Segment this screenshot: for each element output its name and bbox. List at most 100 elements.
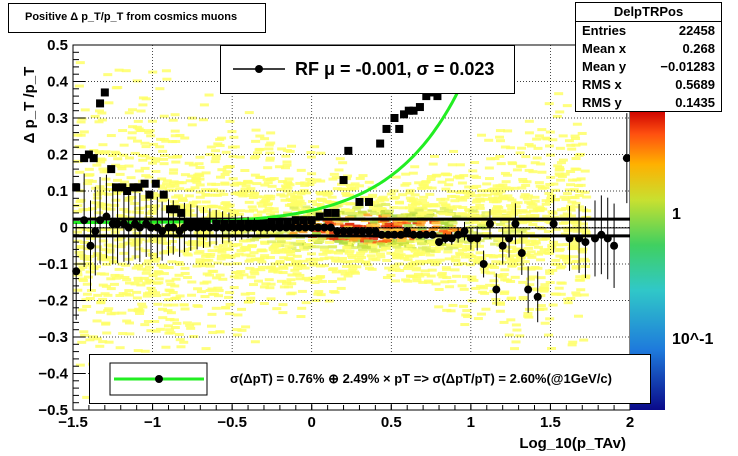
mean-point xyxy=(622,154,631,163)
mean-point xyxy=(415,230,424,239)
mean-point xyxy=(428,230,437,239)
axis-ticks xyxy=(72,44,631,411)
rms-point xyxy=(196,219,205,228)
stats-row-value: 0.268 xyxy=(682,41,715,56)
y-tick-label: 0.1 xyxy=(47,183,68,200)
stats-row: Mean x 0.268 xyxy=(576,40,721,58)
mean-point xyxy=(466,234,475,243)
rms-point xyxy=(283,218,292,227)
rms-point xyxy=(291,216,300,225)
rms-point xyxy=(400,110,409,119)
rms-point xyxy=(111,183,120,192)
rms-point xyxy=(315,212,324,221)
y-tick-label: −0.2 xyxy=(38,293,68,310)
stats-row-value: 0.1435 xyxy=(675,95,715,110)
mean-point xyxy=(505,234,514,243)
mean-point xyxy=(479,260,488,268)
mean-point xyxy=(485,219,494,228)
stats-row-value: 22458 xyxy=(678,23,715,38)
x-tick-label: −1.5 xyxy=(58,414,88,431)
mean-point xyxy=(498,241,507,250)
rms-point xyxy=(183,219,192,228)
rms-point xyxy=(331,208,340,217)
mean-point xyxy=(371,227,380,236)
stats-row: Mean y −0.01283 xyxy=(576,58,721,76)
stats-row-label: RMS x xyxy=(582,77,622,92)
mean-point xyxy=(294,223,303,232)
mean-point xyxy=(326,223,335,232)
rms-point xyxy=(339,176,348,185)
mean-point xyxy=(135,223,144,232)
stats-title: DelpTRPos xyxy=(576,3,721,22)
stats-row: RMS y 0.1435 xyxy=(576,94,721,112)
y-tick-labels: −0.5 −0.4 −0.3 −0.2 −0.1 0 0.1 0.2 0.3 0.4 0.5 xyxy=(38,37,68,419)
mean-point xyxy=(390,230,399,239)
mean-point xyxy=(396,230,405,239)
y-tick-label: −0.1 xyxy=(38,256,68,273)
data-points xyxy=(72,88,631,301)
y-tick-label: 0.5 xyxy=(47,37,68,54)
rms-point xyxy=(355,197,364,206)
mean-point xyxy=(352,227,361,236)
stats-rows: Entries 22458 Mean x 0.268 Mean y −0.01283 RMS… xyxy=(576,22,721,112)
stats-row-label: Mean y xyxy=(582,59,627,74)
mean-point xyxy=(169,223,178,232)
rms-point xyxy=(80,154,89,163)
mean-point xyxy=(575,234,584,243)
mean-point xyxy=(590,234,599,243)
mean-point xyxy=(435,238,444,247)
mean-point xyxy=(603,234,612,243)
mean-point xyxy=(320,223,329,232)
stats-row-value: −0.01283 xyxy=(660,59,715,74)
rms-point xyxy=(100,88,109,97)
rms-point xyxy=(159,190,168,199)
mean-point xyxy=(473,234,482,243)
mean-point xyxy=(80,216,89,225)
mean-point xyxy=(314,223,323,232)
mean-point xyxy=(377,230,386,239)
y-tick-label: 0.3 xyxy=(47,110,68,127)
y-tick-label: −0.5 xyxy=(38,402,68,419)
rms-point xyxy=(323,208,332,217)
rms-point xyxy=(415,103,424,112)
mean-point xyxy=(345,227,354,236)
x-tick-label: 1 xyxy=(467,414,475,431)
rms-point xyxy=(395,124,404,133)
resolution-curve xyxy=(73,70,470,224)
resolution-fit-curve xyxy=(73,70,470,224)
mean-point xyxy=(454,230,463,239)
rms-point xyxy=(189,219,198,228)
stats-row: RMS x 0.5689 xyxy=(576,76,721,94)
rms-point xyxy=(72,183,81,192)
mean-point xyxy=(597,230,606,239)
z-tick-label: 10^-1 xyxy=(672,331,713,348)
chart-title: Positive Δ p_T/p_T from cosmics muons xyxy=(25,11,238,23)
rms-point xyxy=(228,219,237,228)
rms-point xyxy=(307,216,316,225)
mean-point xyxy=(565,234,574,243)
mean-point xyxy=(358,227,367,236)
stats-row-label: RMS y xyxy=(582,95,622,110)
x-tick-label: 0 xyxy=(308,414,316,431)
z-tick-label: 1 xyxy=(672,206,681,223)
mean-point xyxy=(447,234,456,243)
x-tick-label: 0.5 xyxy=(381,414,402,431)
fit-legend: RF μ = -0.001, σ = 0.023 xyxy=(220,45,515,94)
mean-point xyxy=(102,212,111,221)
mean-point xyxy=(91,227,100,236)
rms-point xyxy=(382,124,391,133)
mean-point xyxy=(403,227,412,236)
mean-point xyxy=(422,230,431,239)
z-tick-labels: 1 10^-1 xyxy=(672,206,713,348)
rms-point xyxy=(404,106,413,115)
y-tick-label: 0.4 xyxy=(47,74,69,91)
rms-point xyxy=(129,183,138,192)
rms-point xyxy=(422,92,431,101)
rms-point xyxy=(299,216,308,225)
mean-point xyxy=(549,219,558,228)
mean-point xyxy=(384,230,393,239)
y-tick-label: −0.4 xyxy=(38,366,68,383)
fit-legend-text: RF μ = -0.001, σ = 0.023 xyxy=(295,59,495,79)
mean-point xyxy=(441,234,450,243)
rms-point xyxy=(84,150,93,159)
